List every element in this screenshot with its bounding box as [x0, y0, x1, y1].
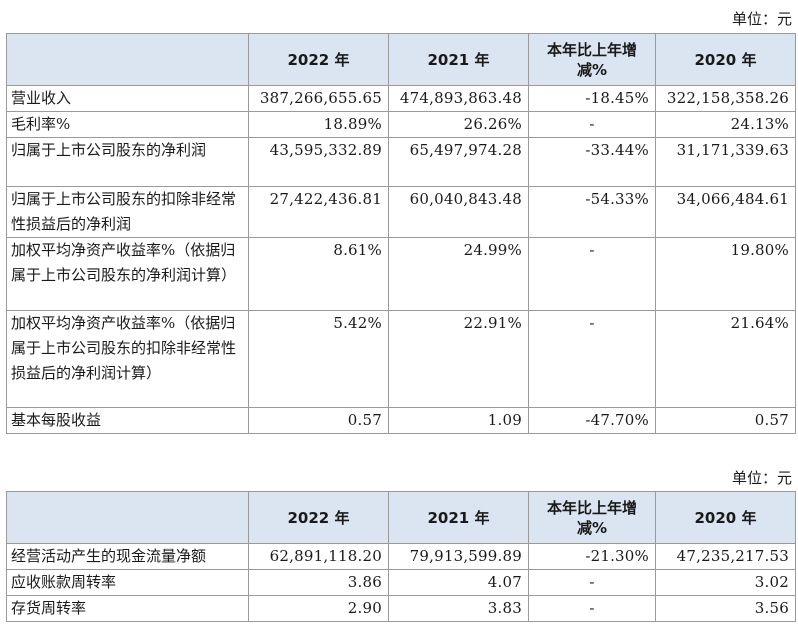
cell-2022: 8.61%	[248, 237, 389, 311]
unit-label-bottom: 单位：元	[731, 469, 792, 487]
cell-change: -	[528, 595, 656, 622]
cell-2022: 3.86	[248, 569, 389, 596]
cell-change: -	[528, 237, 656, 311]
table-row: 基本每股收益 0.57 1.09 -47.70% 0.57	[6, 407, 796, 434]
header-2021: 2021 年	[388, 491, 529, 544]
unit-label-top: 单位：元	[731, 10, 792, 28]
table-row: 应收账款周转率 3.86 4.07-3.02	[6, 569, 796, 596]
header-2020: 2020 年	[655, 491, 796, 544]
row-label: 经营活动产生的现金流量净额	[6, 543, 249, 570]
cell-2022: 18.89%	[248, 111, 389, 138]
header-2022: 2022 年	[248, 491, 389, 544]
table-header-row: 2022 年 2021 年 本年比上年增减% 2020 年	[6, 33, 796, 86]
cell-2021: 79,913,599.89	[388, 543, 529, 570]
row-label: 加权平均净资产收益率%（依据归属于上市公司股东的净利润计算）	[6, 237, 249, 311]
cell-2020: 19.80%	[655, 237, 796, 311]
cell-2022: 5.42%	[248, 310, 389, 408]
cell-2022: 62,891,118.20	[248, 543, 389, 570]
cell-2020: 31,171,339.63	[655, 137, 796, 187]
cell-2021: 4.07	[388, 569, 529, 596]
row-label: 加权平均净资产收益率%（依据归属于上市公司股东的扣除非经常性损益后的净利润计算）	[6, 310, 249, 408]
row-label: 营业收入	[6, 85, 249, 112]
cell-2021: 65,497,974.28	[388, 137, 529, 187]
table-header-row: 2022 年 2021 年 本年比上年增减% 2020 年	[6, 491, 796, 544]
cell-2020: 24.13%	[655, 111, 796, 138]
cell-2021: 26.26%	[388, 111, 529, 138]
table-row: 营业收入 387,266,655.65 474,893,863.48 -18.45% 3…	[6, 85, 796, 112]
header-blank	[6, 491, 249, 544]
cell-2020: 0.57	[655, 407, 796, 434]
cell-2022: 43,595,332.89	[248, 137, 389, 187]
cell-2020: 21.64%	[655, 310, 796, 408]
row-label: 基本每股收益	[6, 407, 249, 434]
cell-2021: 3.83	[388, 595, 529, 622]
header-change: 本年比上年增减%	[528, 491, 656, 544]
cell-2021: 22.91%	[388, 310, 529, 408]
cell-2021: 60,040,843.48	[388, 186, 529, 238]
cell-2020: 3.02	[655, 569, 796, 596]
table-row: 毛利率% 18.89% 26.26% -24.13%	[6, 111, 796, 138]
cell-2021: 1.09	[388, 407, 529, 434]
cell-change: -47.70%	[528, 407, 656, 434]
table-row: 归属于上市公司股东的扣除非经常性损益后的净利润 27,422,436.81 60,0…	[6, 186, 796, 238]
cell-2021: 24.99%	[388, 237, 529, 311]
cell-change: -33.44%	[528, 137, 656, 187]
header-blank	[6, 33, 249, 86]
table-row: 经营活动产生的现金流量净额 62,891,118.20 79,913,599.89-…	[6, 543, 796, 570]
cell-2022: 387,266,655.65	[248, 85, 389, 112]
cell-change: -	[528, 310, 656, 408]
cell-change: -	[528, 111, 656, 138]
cell-change: -21.30%	[528, 543, 656, 570]
table-row: 加权平均净资产收益率%（依据归属于上市公司股东的扣除非经常性损益后的净利润计算）…	[6, 310, 796, 408]
row-label: 毛利率%	[6, 111, 249, 138]
cell-2020: 3.56	[655, 595, 796, 622]
cell-change: -	[528, 569, 656, 596]
cell-2021: 474,893,863.48	[388, 85, 529, 112]
cell-change: -18.45%	[528, 85, 656, 112]
cell-change: -54.33%	[528, 186, 656, 238]
cell-2020: 322,158,358.26	[655, 85, 796, 112]
table-row: 存货周转率 2.90 3.83-3.56	[6, 595, 796, 622]
row-label: 归属于上市公司股东的净利润	[6, 137, 249, 187]
header-2021: 2021 年	[388, 33, 529, 86]
table-row: 加权平均净资产收益率%（依据归属于上市公司股东的净利润计算） 8.61% 24.99…	[6, 237, 796, 311]
cell-2022: 2.90	[248, 595, 389, 622]
row-label: 存货周转率	[6, 595, 249, 622]
row-label: 应收账款周转率	[6, 569, 249, 596]
cell-2020: 34,066,484.61	[655, 186, 796, 238]
financial-data-table: 2022 年 2021 年 本年比上年增减% 2020 年 营业收入 387,26…	[6, 33, 796, 434]
table-row: 归属于上市公司股东的净利润 43,595,332.89 65,497,974.28-…	[6, 137, 796, 187]
cell-2022: 27,422,436.81	[248, 186, 389, 238]
cell-2020: 47,235,217.53	[655, 543, 796, 570]
header-change: 本年比上年增减%	[528, 33, 656, 86]
header-2020: 2020 年	[655, 33, 796, 86]
cell-2022: 0.57	[248, 407, 389, 434]
header-2022: 2022 年	[248, 33, 389, 86]
cashflow-data-table: 2022 年 2021 年 本年比上年增减% 2020 年 经营活动产生的现金流…	[6, 491, 796, 622]
row-label: 归属于上市公司股东的扣除非经常性损益后的净利润	[6, 186, 249, 238]
